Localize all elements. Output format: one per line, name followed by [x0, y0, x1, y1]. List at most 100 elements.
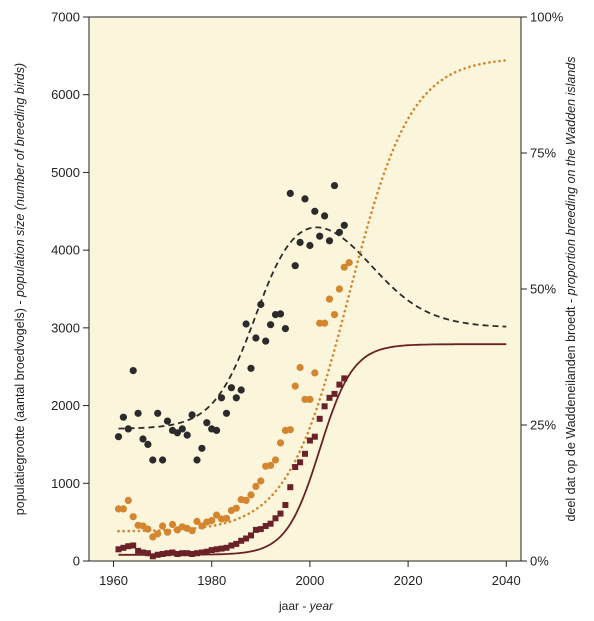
point-circle: [325, 237, 334, 245]
point-square: [218, 545, 225, 552]
curve-dashed-0: [118, 226, 507, 430]
point-circle: [129, 513, 137, 521]
point-circle: [198, 522, 206, 530]
point-circle: [124, 425, 132, 433]
y-axis-left-title: populatiegrootte (aantal broedvogels) - …: [13, 63, 27, 515]
point-circle: [237, 386, 245, 394]
point-square: [174, 551, 181, 557]
data-points: [114, 182, 353, 560]
point-square: [262, 523, 269, 529]
point-circle: [345, 259, 353, 267]
point-circle: [291, 382, 299, 390]
point-circle: [252, 482, 260, 490]
y-left-tick-label: 2000: [51, 398, 80, 413]
point-square: [316, 415, 323, 422]
point-circle: [213, 426, 221, 434]
point-circle: [276, 439, 285, 447]
point-circle: [321, 212, 329, 220]
point-circle: [316, 232, 324, 240]
point-circle: [114, 433, 123, 441]
point-square: [213, 546, 220, 553]
point-circle: [232, 504, 240, 512]
point-square: [302, 450, 308, 457]
point-circle: [124, 496, 132, 504]
point-square: [223, 544, 230, 551]
point-square: [272, 515, 279, 522]
point-circle: [168, 520, 177, 529]
point-circle: [247, 491, 255, 499]
x-tick-label: 2040: [492, 573, 521, 588]
point-square: [164, 550, 171, 557]
point-circle: [178, 425, 186, 433]
point-circle: [149, 456, 157, 464]
y-left-tick-label: 0: [73, 554, 80, 569]
point-circle: [262, 337, 270, 345]
y-axis-right-title: deel dat op de Waddeneilanden broedt - p…: [564, 57, 578, 522]
point-circle: [242, 320, 250, 328]
point-circle: [163, 528, 172, 536]
point-circle: [159, 456, 167, 464]
series-0: [114, 182, 348, 464]
point-circle: [311, 207, 319, 215]
point-circle: [276, 310, 285, 318]
point-square: [326, 394, 333, 401]
point-circle: [193, 456, 201, 464]
y-left-tick-label: 1000: [51, 476, 80, 491]
point-square: [306, 437, 313, 444]
x-axis-title: jaar - year: [278, 599, 334, 613]
point-circle: [188, 411, 196, 419]
point-circle: [163, 417, 172, 425]
point-square: [198, 549, 205, 556]
point-circle: [203, 419, 211, 427]
point-circle: [306, 241, 314, 250]
point-square: [287, 484, 294, 491]
point-circle: [208, 517, 216, 525]
point-circle: [330, 182, 339, 190]
point-square: [311, 433, 318, 440]
point-circle: [242, 496, 250, 504]
point-circle: [301, 195, 309, 203]
point-square: [149, 553, 156, 560]
series-1: [114, 259, 353, 541]
y-right-tick-label: 75%: [530, 146, 556, 161]
point-circle: [335, 228, 343, 236]
y-right-tick-label: 0%: [530, 554, 549, 569]
point-square: [267, 520, 274, 527]
point-square: [341, 375, 348, 382]
point-square: [292, 464, 299, 470]
point-circle: [340, 221, 348, 229]
x-tick-label: 1960: [99, 573, 128, 588]
point-square: [336, 381, 343, 388]
point-circle: [217, 394, 226, 402]
point-square: [169, 549, 176, 556]
y-left-tick-label: 5000: [51, 165, 80, 180]
y-right-tick-label: 50%: [530, 282, 556, 297]
point-square: [243, 535, 250, 542]
point-circle: [267, 461, 275, 469]
point-circle: [139, 435, 147, 443]
point-square: [228, 542, 235, 549]
x-tick-label: 2020: [394, 573, 423, 588]
point-square: [140, 549, 146, 556]
y-left-tick-label: 3000: [51, 320, 80, 335]
x-tick-label: 2000: [295, 573, 324, 588]
point-circle: [325, 295, 334, 303]
point-circle: [222, 409, 231, 417]
point-circle: [154, 530, 162, 538]
point-circle: [227, 384, 235, 392]
point-square: [233, 540, 240, 547]
point-circle: [271, 456, 280, 464]
point-square: [184, 550, 191, 557]
point-circle: [291, 262, 299, 270]
point-square: [282, 502, 289, 508]
point-circle: [340, 263, 348, 271]
point-circle: [119, 505, 127, 513]
point-circle: [144, 525, 152, 533]
series-2: [115, 375, 348, 560]
y-right-tick-label: 25%: [530, 418, 556, 433]
point-circle: [296, 363, 304, 372]
point-circle: [321, 319, 329, 327]
plot-background: [89, 17, 521, 561]
point-circle: [183, 431, 191, 439]
